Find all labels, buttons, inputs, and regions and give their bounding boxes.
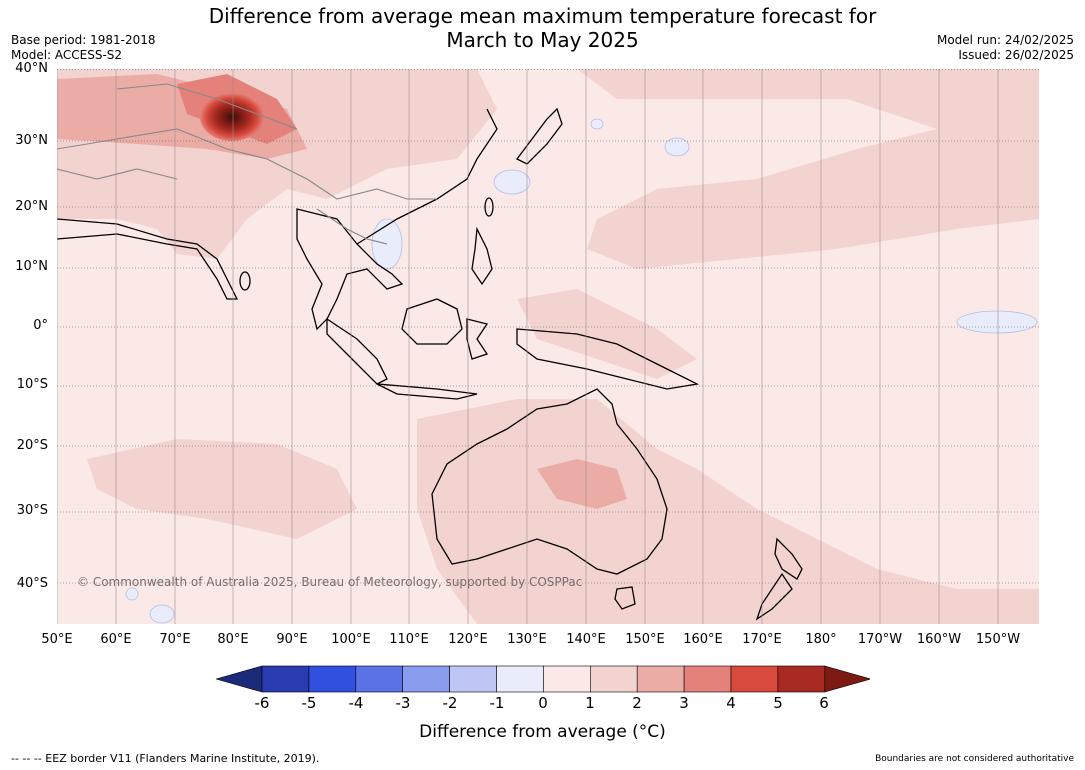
lon-label: 50°E <box>41 632 73 647</box>
colorbar-tick: -3 <box>395 694 411 712</box>
colorbar-extend-low <box>216 665 263 693</box>
colorbar-label: Difference from average (°C) <box>419 722 666 742</box>
meta-right: Model run: 24/02/2025 Issued: 26/02/2025 <box>937 33 1074 63</box>
colorbar-tick: -4 <box>348 694 364 712</box>
colorbar-segment <box>589 665 638 693</box>
lon-label: 180° <box>805 632 837 647</box>
colorbar-tick: -2 <box>442 694 458 712</box>
lon-label: 110°E <box>389 632 429 647</box>
map-title-line2: March to May 2025 <box>446 28 639 52</box>
colorbar-tick: 1 <box>585 694 595 712</box>
lon-label: 160°E <box>683 632 723 647</box>
anomaly-map <box>57 69 1039 624</box>
lon-label: 150°E <box>625 632 665 647</box>
issued-date: Issued: 26/02/2025 <box>958 48 1074 62</box>
lon-label: 60°E <box>100 632 132 647</box>
lat-label: 0° <box>33 318 48 333</box>
lon-label: 130°E <box>507 632 547 647</box>
copyright-note: © Commonwealth of Australia 2025, Bureau… <box>77 575 583 589</box>
colorbar-tick: 4 <box>726 694 736 712</box>
model-run: Model run: 24/02/2025 <box>936 33 1074 47</box>
lon-label: 100°E <box>331 632 371 647</box>
lat-label: 40°N <box>15 61 48 76</box>
colorbar-segment <box>636 665 685 693</box>
coastlines <box>57 107 803 621</box>
colorbar-segment <box>402 665 450 693</box>
lon-label: 90°E <box>276 632 308 647</box>
lat-label: 30°N <box>15 133 48 148</box>
lat-label: 20°N <box>15 199 48 214</box>
colorbar-tick: 6 <box>819 694 829 712</box>
map-title-line1: Difference from average mean maximum tem… <box>208 4 877 28</box>
lon-label: 160°W <box>916 632 962 647</box>
map-title: Difference from average mean maximum tem… <box>0 4 1085 52</box>
colorbar-tick: 0 <box>538 694 548 712</box>
anomaly-negative-regions <box>125 118 1038 624</box>
lon-label: 140°E <box>566 632 606 647</box>
colorbar-segment <box>449 665 497 693</box>
lon-label: 80°E <box>217 632 249 647</box>
colorbar-tick: 5 <box>773 694 783 712</box>
colorbar <box>216 665 870 693</box>
colorbar-tick: 3 <box>679 694 689 712</box>
lat-label: 30°S <box>16 503 48 518</box>
colorbar-tick: -6 <box>254 694 270 712</box>
lon-label: 150°W <box>975 632 1021 647</box>
colorbar-segment <box>496 665 544 693</box>
meta-left: Base period: 1981-2018 Model: ACCESS-S2 <box>11 33 156 63</box>
colorbar-segment <box>261 665 310 693</box>
lat-label: 20°S <box>16 438 48 453</box>
colorbar-tick: -5 <box>301 694 317 712</box>
colorbar-segment <box>730 665 779 693</box>
lon-label: 170°E <box>742 632 782 647</box>
lat-label: 40°S <box>16 576 48 591</box>
base-period: Base period: 1981-2018 <box>11 33 156 47</box>
colorbar-segment <box>543 665 591 693</box>
colorbar-tick: 2 <box>632 694 642 712</box>
boundaries-note: Boundaries are not considered authoritat… <box>875 754 1074 764</box>
colorbar-segment <box>355 665 404 693</box>
lon-label: 70°E <box>159 632 191 647</box>
anomaly-hotspot <box>200 93 264 141</box>
model-name: Model: ACCESS-S2 <box>11 48 123 62</box>
colorbar-segment <box>683 665 732 693</box>
lon-label: 170°W <box>857 632 903 647</box>
lon-label: 120°E <box>448 632 488 647</box>
colorbar-segments <box>216 665 870 693</box>
colorbar-tick: -1 <box>489 694 505 712</box>
colorbar-segment <box>777 665 826 693</box>
colorbar-segment <box>308 665 357 693</box>
colorbar-extend-high <box>824 665 870 693</box>
meridians <box>57 69 999 624</box>
eez-note: -- -- -- EEZ border V11 (Flanders Marine… <box>11 752 320 765</box>
lat-label: 10°S <box>16 377 48 392</box>
lat-label: 10°N <box>15 259 48 274</box>
country-borders <box>57 83 437 245</box>
